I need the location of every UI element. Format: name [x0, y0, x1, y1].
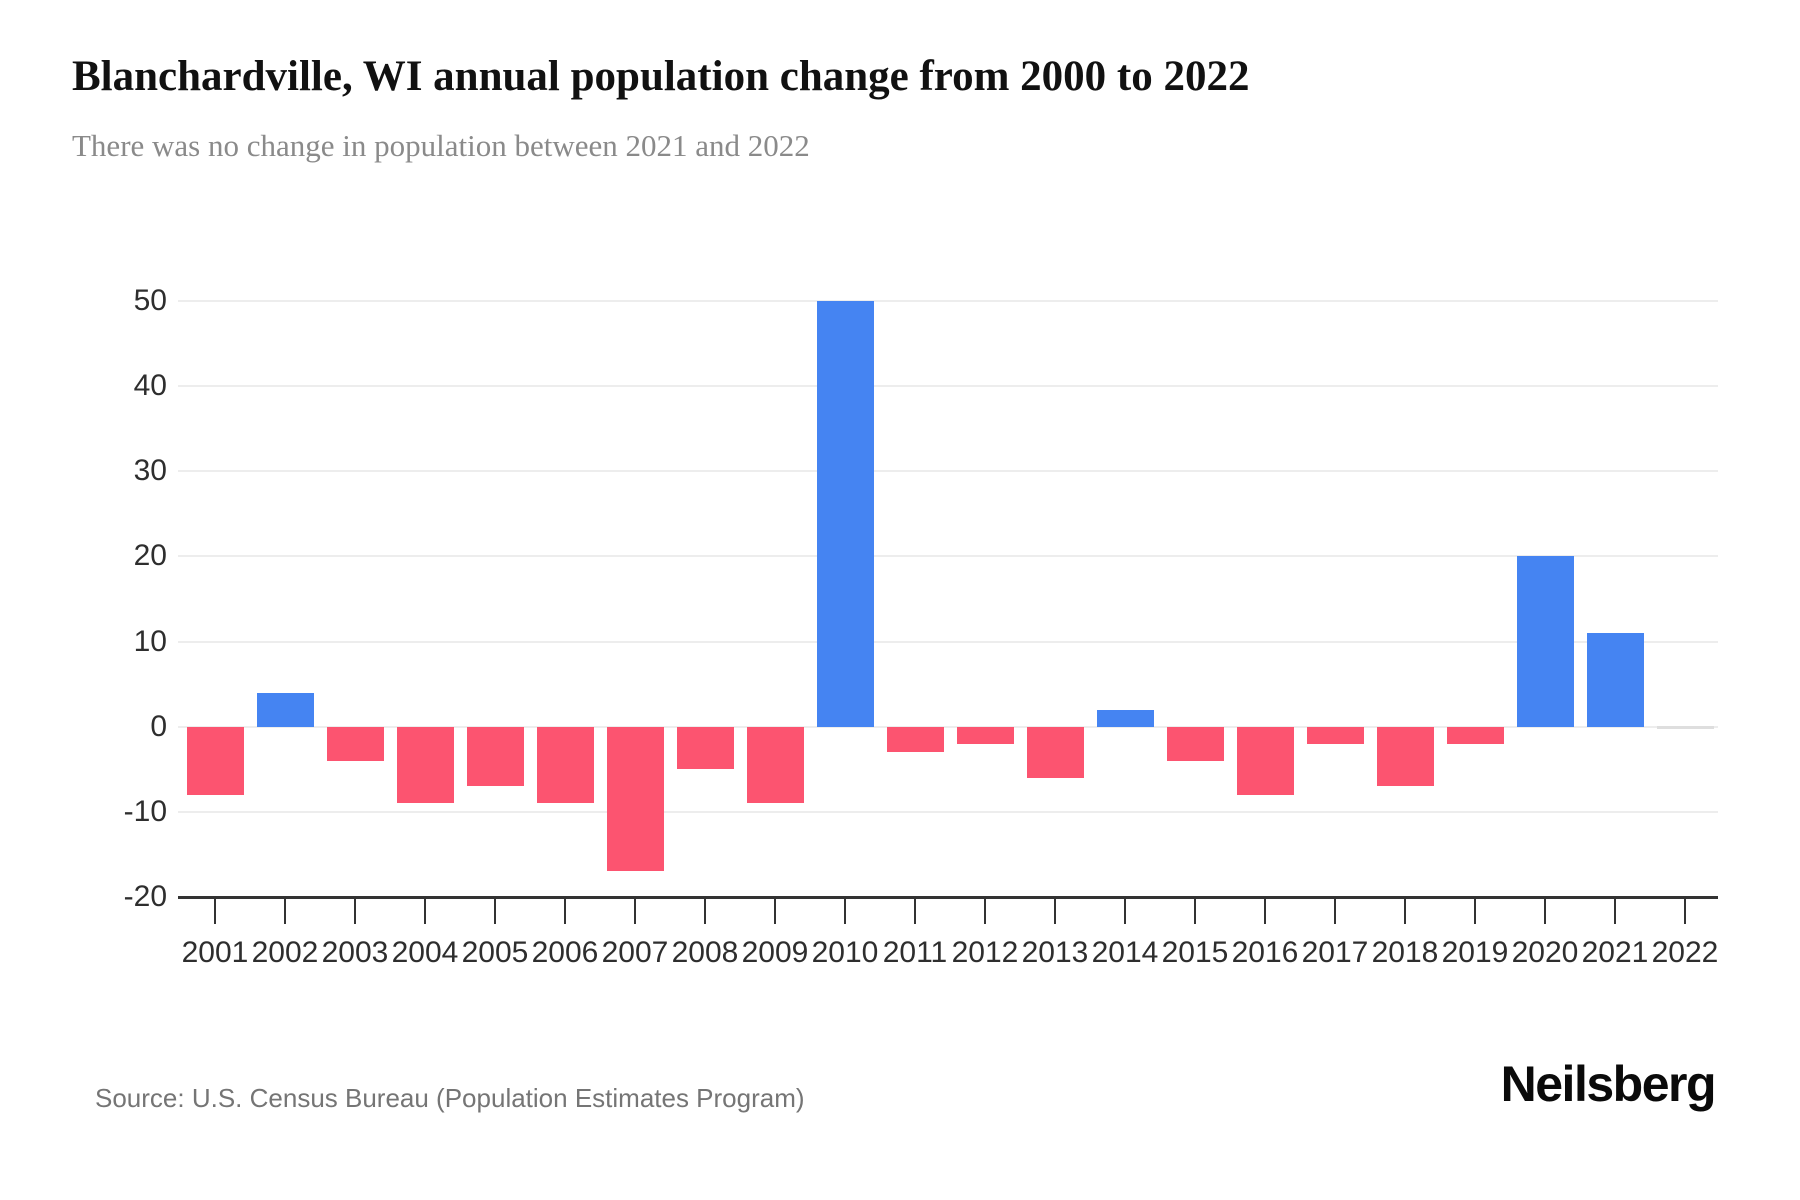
bar-2020[interactable] — [1516, 556, 1574, 727]
x-axis-tick-2007 — [634, 897, 636, 924]
x-axis-label-2003: 2003 — [321, 936, 389, 969]
x-axis-label-2013: 2013 — [1021, 936, 1089, 969]
x-axis-tick-2018 — [1404, 897, 1406, 924]
bar-2018[interactable] — [1376, 726, 1434, 787]
page-title: Blanchardville, WI annual population cha… — [72, 53, 1250, 100]
bar-2015[interactable] — [1166, 726, 1224, 761]
x-axis-label-2007: 2007 — [601, 936, 669, 969]
x-axis-label-2011: 2011 — [882, 936, 948, 969]
bar-2021[interactable] — [1586, 633, 1644, 727]
x-axis-tick-2008 — [704, 897, 706, 924]
bar-2010[interactable] — [816, 301, 874, 727]
bar-2009[interactable] — [746, 726, 804, 804]
gridline-y-20 — [178, 555, 1718, 558]
x-axis-tick-2009 — [774, 897, 776, 924]
y-axis-label-50: 50 — [133, 284, 167, 317]
x-axis-tick-2004 — [424, 897, 426, 924]
bar-2019[interactable] — [1446, 726, 1504, 744]
x-axis-tick-2019 — [1474, 897, 1476, 924]
x-axis-label-2016: 2016 — [1231, 936, 1299, 969]
source-note: Source: U.S. Census Bureau (Population E… — [95, 1083, 805, 1113]
gridline-y-10 — [178, 640, 1718, 643]
x-axis-label-2021: 2021 — [1581, 936, 1649, 969]
x-axis-label-2018: 2018 — [1371, 936, 1439, 969]
x-axis-tick-2020 — [1544, 897, 1546, 924]
x-axis-label-2004: 2004 — [391, 936, 459, 969]
bar-2006[interactable] — [536, 726, 594, 804]
bar-2004[interactable] — [396, 726, 454, 804]
gridline-y--10 — [178, 810, 1718, 813]
x-axis-label-2008: 2008 — [671, 936, 739, 969]
x-axis-label-2009: 2009 — [741, 936, 809, 969]
neilsberg-logo: Neilsberg — [1500, 1056, 1717, 1112]
x-axis-label-2015: 2015 — [1161, 936, 1229, 969]
y-axis-label-10: 10 — [133, 624, 167, 658]
y-axis-label-30: 30 — [133, 454, 167, 488]
x-axis-label-2006: 2006 — [531, 936, 599, 969]
x-axis-label-2005: 2005 — [461, 936, 529, 969]
x-axis-tick-2001 — [214, 897, 216, 924]
bar-2014[interactable] — [1096, 709, 1154, 727]
bar-2007[interactable] — [606, 726, 664, 872]
y-axis-label--10: -10 — [123, 794, 167, 828]
page-subtitle: There was no change in population betwee… — [72, 128, 810, 163]
bar-2012[interactable] — [956, 726, 1014, 744]
bar-2005[interactable] — [466, 726, 524, 787]
x-axis-label-2001: 2001 — [181, 936, 249, 969]
bar-2003[interactable] — [326, 726, 384, 761]
bar-2017[interactable] — [1306, 726, 1364, 744]
bar-2022[interactable] — [1656, 725, 1714, 729]
bar-2008[interactable] — [676, 726, 734, 770]
x-axis-tick-2006 — [564, 897, 566, 924]
bar-2011[interactable] — [886, 726, 944, 753]
x-axis-tick-2013 — [1054, 897, 1056, 924]
x-axis-tick-2002 — [284, 897, 286, 924]
x-axis-tick-2014 — [1124, 897, 1126, 924]
x-axis-tick-2022 — [1684, 897, 1686, 924]
y-axis-label-40: 40 — [133, 369, 167, 403]
x-axis-label-2012: 2012 — [951, 936, 1019, 969]
gridline-y-50 — [178, 300, 1718, 302]
x-axis-label-2020: 2020 — [1511, 936, 1579, 969]
x-axis-label-2010: 2010 — [811, 936, 879, 969]
x-axis-label-2014: 2014 — [1091, 936, 1159, 969]
x-axis-label-2019: 2019 — [1441, 936, 1509, 969]
x-axis-tick-2010 — [844, 897, 846, 924]
x-axis-tick-2003 — [354, 897, 356, 924]
x-axis-tick-2005 — [494, 897, 496, 924]
y-axis-label-0: 0 — [150, 709, 167, 743]
gridline-y-40 — [178, 385, 1718, 388]
y-axis-label--20: -20 — [123, 880, 167, 913]
x-axis-tick-2011 — [914, 897, 916, 924]
bar-2013[interactable] — [1026, 726, 1084, 778]
bar-2016[interactable] — [1236, 726, 1294, 795]
x-axis-tick-2021 — [1614, 897, 1616, 924]
x-axis-tick-2015 — [1194, 897, 1196, 924]
bar-2001[interactable] — [186, 726, 244, 795]
x-axis-tick-2017 — [1334, 897, 1336, 924]
x-axis-line — [178, 896, 1718, 899]
bar-2002[interactable] — [256, 692, 314, 727]
x-axis-label-2002: 2002 — [251, 936, 319, 969]
gridline-y-30 — [178, 470, 1718, 473]
x-axis-tick-2012 — [984, 897, 986, 924]
x-axis-label-2017: 2017 — [1301, 936, 1369, 969]
x-axis-tick-2016 — [1264, 897, 1266, 924]
gridline-y-0 — [178, 725, 1718, 728]
y-axis-label-20: 20 — [133, 539, 167, 573]
x-axis-label-2022: 2022 — [1651, 936, 1719, 969]
